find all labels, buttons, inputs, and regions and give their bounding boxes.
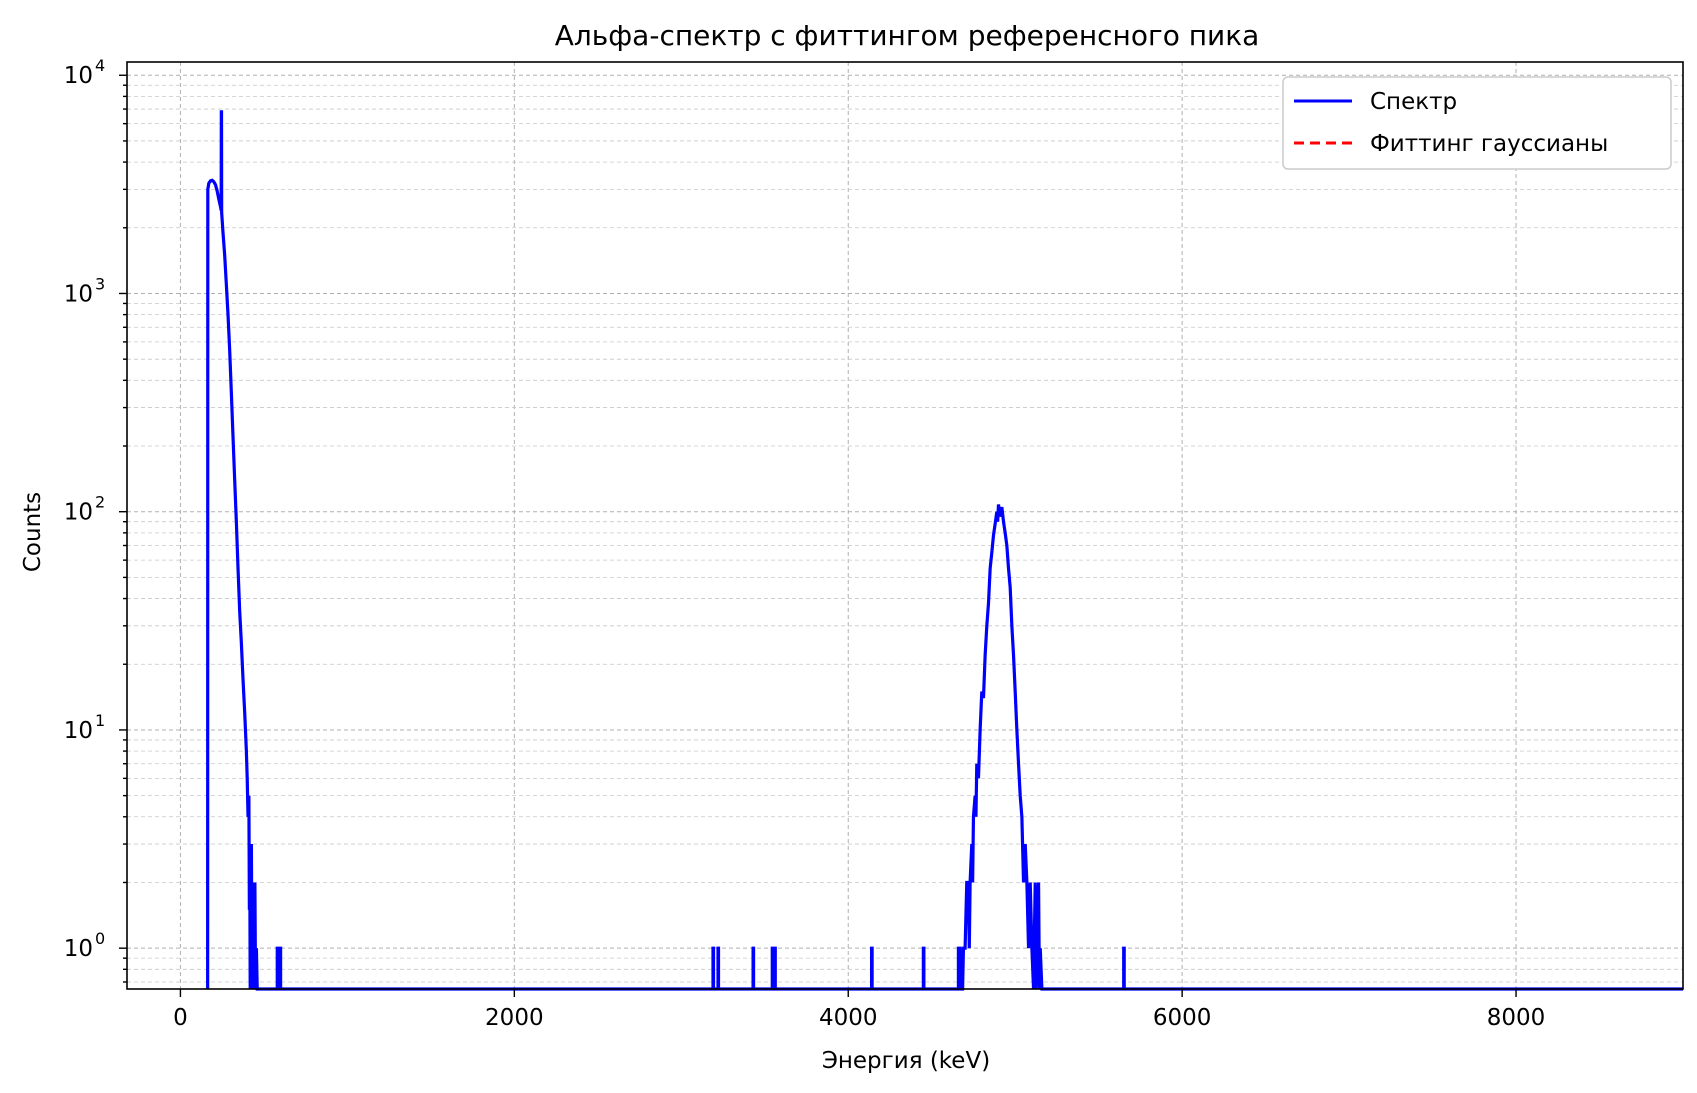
- axes-frame: [126, 61, 1684, 990]
- legend-label-spectrum: Спектр: [1370, 89, 1457, 115]
- x-tick-label: 0: [173, 1005, 188, 1031]
- y-tick-label: 10: [64, 936, 93, 962]
- legend: Спектр Фиттинг гауссианы: [1282, 76, 1672, 170]
- plot-area: [206, 110, 1683, 991]
- y-tick-label: 10: [64, 718, 93, 744]
- y-tick-label: 10: [64, 63, 93, 89]
- x-tick-label: 6000: [1153, 1005, 1212, 1031]
- y-tick-label: 10: [64, 281, 93, 307]
- x-tick-label: 4000: [819, 1005, 878, 1031]
- y-tick-label-exponent: 2: [95, 493, 105, 512]
- y-tick-label-exponent: 1: [95, 711, 105, 730]
- x-tick-label: 8000: [1487, 1005, 1546, 1031]
- y-tick-label: 10: [64, 500, 93, 526]
- legend-frame: [1282, 76, 1672, 170]
- x-tick-label: 2000: [485, 1005, 544, 1031]
- x-axis-label: Энергия (keV): [822, 1048, 990, 1074]
- chart-title: Альфа-спектр с фиттингом референсного пи…: [555, 19, 1260, 52]
- y-tick-label-exponent: 3: [95, 274, 105, 293]
- y-tick-label-exponent: 4: [95, 56, 105, 75]
- y-tick-label-exponent: 0: [95, 929, 105, 948]
- y-axis-label: Counts: [20, 492, 46, 572]
- legend-label-gaussian-fit: Фиттинг гауссианы: [1370, 131, 1608, 157]
- series-line-0: [206, 110, 1683, 991]
